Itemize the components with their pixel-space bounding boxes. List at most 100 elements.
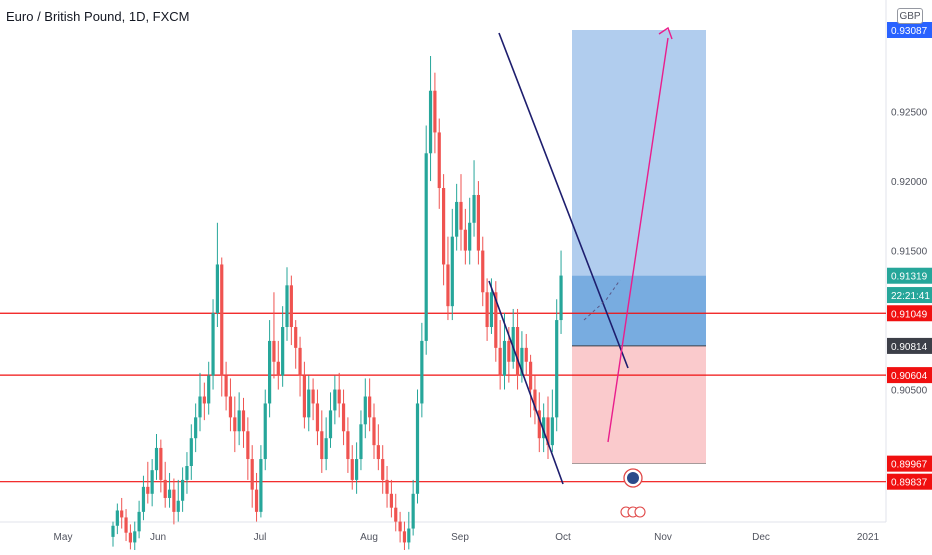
candle-body [311,389,315,404]
channel-upper-line [498,32,629,369]
candle-body [446,264,450,307]
candle [120,497,124,529]
candle [359,410,363,471]
candle-body [302,375,306,418]
candle-body [515,327,520,376]
price-label-text: 22:21:41 [891,291,930,302]
price-label-bg [887,473,932,490]
candle [207,361,211,415]
candle [533,375,537,425]
candle [337,372,341,418]
candle-body [524,347,528,362]
price-label[interactable]: 0.91049 [887,305,932,322]
candle [150,459,154,507]
candle-body [559,275,563,321]
event-markers-icon[interactable] [620,468,646,518]
price-label[interactable]: 22:21:41 [887,287,932,304]
candle-body [472,194,476,223]
candle [211,299,215,390]
candle [455,183,459,251]
candle-body [442,188,446,265]
projection-arrowhead-icon [658,26,673,40]
price-label[interactable]: 0.90604 [887,367,932,384]
candle [428,55,433,182]
candle [241,397,246,448]
candle [250,445,254,508]
candle-body [324,438,328,460]
candle-body [259,459,263,512]
candle [385,466,389,508]
projection-arrow-line [607,37,669,443]
candle [311,378,315,421]
candle-body [376,445,380,460]
price-label-bg [887,337,932,354]
candle [298,336,302,397]
candle-body [224,375,228,397]
price-label[interactable]: 0.90814 [887,337,932,354]
candle [202,382,206,421]
candle [407,511,411,550]
channel-lower-line [488,280,564,485]
candle [555,299,559,432]
candle-body [128,532,132,543]
candle [450,208,454,321]
candle [433,72,437,154]
x-tick-label: 2021 [857,532,880,543]
candle-body [520,347,524,376]
candle-body [450,236,454,307]
candle-body [341,403,346,432]
candle [254,472,259,522]
candle-body [328,410,333,439]
candle [437,118,441,209]
candle-body [481,250,485,293]
price-label[interactable]: 0.89967 [887,455,932,472]
price-label-bg [887,367,932,384]
y-tick-label: 0.92500 [891,108,928,119]
candle [415,389,420,504]
x-tick-label: Jul [254,532,267,543]
candle-body [211,313,215,376]
position-zones [572,30,706,465]
candle-body [359,424,363,460]
price-label[interactable]: 0.89837 [887,473,932,490]
candle-body [146,486,150,494]
price-label-bg [887,287,932,304]
candle [442,174,446,286]
candle-body [254,489,259,512]
candle-body [185,466,189,480]
candle-body [415,403,420,494]
candle [463,208,467,265]
candle [459,174,463,251]
candle-body [220,264,224,376]
candle [394,493,398,532]
candle [398,511,402,543]
candle [481,236,485,307]
currency-badge[interactable]: GBP [897,8,923,24]
price-label[interactable]: 0.93087 [887,22,932,38]
candle-body [189,438,193,466]
candle-body [202,396,206,404]
price-label-bg [887,455,932,472]
candle [368,378,372,432]
candle [511,308,515,369]
candle-body [494,292,498,348]
candle-body [350,459,354,480]
candle [233,396,237,453]
price-label-text: 0.90604 [891,371,928,382]
event-marker-dot [627,472,639,484]
candle [424,125,428,355]
candle-body [315,403,320,432]
candle [281,306,285,387]
price-axis[interactable]: 0.90500 0.91500 0.92000 0.92500 0.93087 0.913… [887,22,932,490]
candle [328,392,333,448]
candle-body [198,396,202,418]
candle [141,475,146,521]
price-label[interactable]: 0.91319 [887,267,932,284]
candle [268,320,272,418]
candle-body [550,417,554,446]
price-label-bg [887,305,932,322]
candle [289,275,293,346]
